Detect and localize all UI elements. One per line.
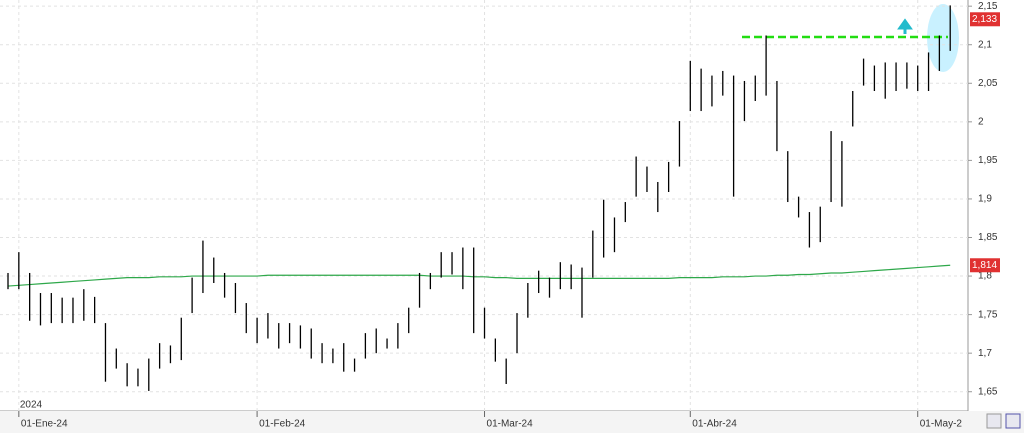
year-label: 2024 <box>20 400 43 411</box>
x-tick-label: 01-Abr-24 <box>692 419 737 430</box>
x-tick-label: 01-Ene-24 <box>21 419 68 430</box>
y-tick-label: 1,9 <box>978 194 992 205</box>
y-tick-label: 2,05 <box>978 78 998 89</box>
y-tick-label: 1,8 <box>978 271 992 282</box>
y-tick-label: 1,95 <box>978 155 998 166</box>
y-tick-label: 1,85 <box>978 232 998 243</box>
save-button[interactable] <box>1005 413 1021 429</box>
zoom-button[interactable] <box>986 413 1002 429</box>
y-tick-label: 1,75 <box>978 309 998 320</box>
up-arrow <box>897 18 913 34</box>
x-tick-label: 01-Feb-24 <box>259 419 306 430</box>
ma-last-label-box <box>970 258 1000 273</box>
y-tick-label: 1,65 <box>978 386 998 397</box>
y-tick-label: 2 <box>978 116 984 127</box>
last-price-label: 2,133 <box>972 14 997 25</box>
x-axis-band <box>0 411 1024 433</box>
last-price-label-box <box>970 12 1000 27</box>
x-tick-label: 01-May-2 <box>920 419 963 430</box>
x-tick-label: 01-Mar-24 <box>487 419 534 430</box>
y-tick-label: 1,7 <box>978 348 992 359</box>
highlight <box>927 4 959 72</box>
moving-average <box>7 264 951 287</box>
y-tick-label: 2,1 <box>978 39 992 50</box>
ma-last-label: 1,814 <box>972 260 997 271</box>
y-tick-label: 2,15 <box>978 1 998 12</box>
